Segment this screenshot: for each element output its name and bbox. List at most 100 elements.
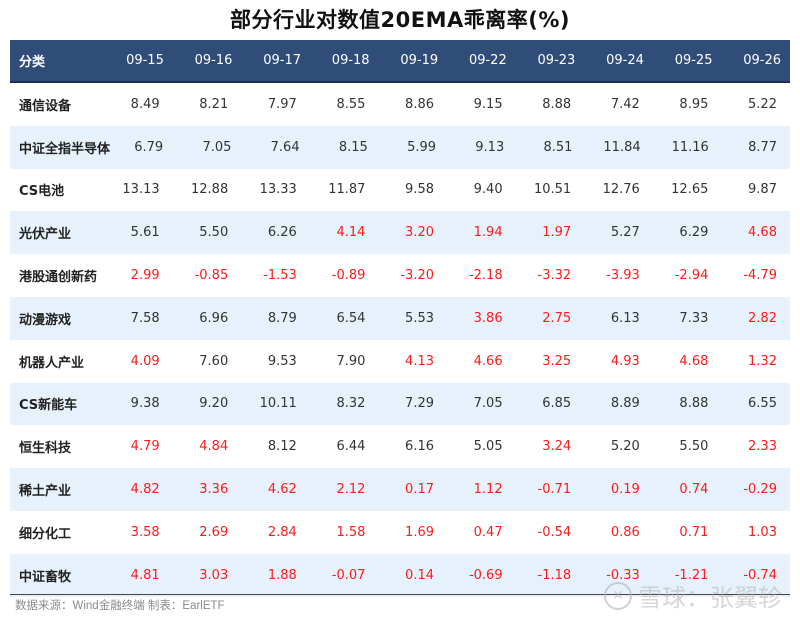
header-date: 09-15 (126, 53, 164, 68)
table-row: 通信设备 8.49 8.21 7.97 8.55 8.86 9.15 8.88 7.42 8.95… (10, 83, 790, 126)
table-body: 通信设备 8.49 8.21 7.97 8.55 8.86 9.15 8.88 7.42 8.95… (10, 83, 790, 597)
value-cell: 0.74 (679, 482, 709, 498)
value-cell: 2.12 (336, 482, 366, 498)
value-cell: 5.99 (407, 139, 437, 155)
value-cell: 0.14 (405, 567, 434, 583)
table-bottom-rule (10, 594, 790, 595)
header-date: 09-25 (674, 53, 713, 68)
value-cell: -0.71 (537, 482, 572, 498)
value-cell: 4.68 (748, 225, 777, 241)
value-cell: -0.74 (743, 567, 777, 583)
value-cell: 6.13 (610, 310, 640, 326)
value-cell: 10.11 (259, 396, 297, 412)
header-date: 09-16 (194, 53, 233, 68)
value-cell: -3.20 (400, 268, 434, 284)
value-cell: 3.58 (130, 524, 160, 540)
value-cell: 9.40 (473, 182, 503, 198)
value-cell: -3.93 (606, 268, 640, 284)
value-cell: 4.84 (199, 439, 229, 455)
value-cell: 4.14 (336, 225, 366, 241)
row-category: CS新能车 (19, 398, 78, 414)
table-row: 稀土产业 4.82 3.36 4.62 2.12 0.17 1.12 -0.71 0.19 0.7… (10, 468, 790, 511)
value-cell: 1.58 (336, 524, 366, 540)
chart-title: 部分行业对数值20EMA乖离率(%) (230, 8, 570, 32)
value-cell: 8.51 (543, 139, 573, 155)
value-cell: 13.13 (122, 182, 160, 198)
table-row: 细分化工 3.58 2.69 2.84 1.58 1.69 0.47 -0.54 0.86 0.7… (10, 511, 790, 554)
value-cell: -4.79 (743, 268, 777, 284)
watermark: ✕ 雪球：张翼轸 (604, 578, 782, 613)
value-cell: 6.85 (542, 396, 572, 412)
row-category: CS电池 (19, 184, 65, 200)
header-date: 09-22 (468, 53, 507, 68)
row-category: 中证全指半导体 (19, 141, 111, 157)
value-cell: 4.13 (405, 353, 434, 369)
header-date: 09-19 (400, 53, 439, 68)
watermark-text: 雪球：张翼轸 (638, 584, 782, 612)
value-cell: 5.53 (405, 310, 434, 326)
value-cell: 2.84 (267, 524, 297, 540)
value-cell: 9.38 (130, 396, 160, 412)
row-category: 动漫游戏 (19, 312, 72, 328)
value-cell: 1.12 (473, 482, 503, 498)
value-cell: -0.85 (194, 268, 229, 284)
header-date: 09-23 (537, 53, 576, 68)
value-cell: 6.29 (679, 225, 709, 241)
value-cell: -1.21 (674, 567, 709, 583)
table-row: CS新能车 9.38 9.20 10.11 8.32 7.29 7.05 6.85 8.89 8.… (10, 382, 790, 426)
value-cell: 7.05 (202, 139, 232, 155)
value-cell: 3.24 (542, 439, 572, 455)
value-cell: 8.95 (679, 96, 709, 112)
value-cell: 6.16 (405, 439, 434, 455)
value-cell: 2.33 (748, 439, 777, 455)
value-cell: 0.71 (679, 524, 709, 540)
value-cell: 9.53 (267, 353, 297, 369)
value-cell: 6.44 (336, 439, 366, 455)
value-cell: 8.32 (336, 396, 366, 412)
value-cell: 5.50 (679, 439, 709, 455)
value-cell: 3.03 (199, 567, 229, 583)
value-cell: 7.97 (267, 96, 297, 112)
value-cell: 8.21 (199, 96, 229, 112)
table-header: 分类 09-15 09-16 09-17 09-18 09-19 09-22 0… (10, 40, 790, 83)
value-cell: -2.18 (468, 268, 503, 284)
value-cell: -3.32 (537, 268, 572, 284)
source-note: 数据来源：Wind金融终端 制表：EarlETF (15, 600, 225, 612)
value-cell: 5.27 (610, 225, 640, 241)
value-cell: 1.94 (473, 225, 503, 241)
value-cell: 5.50 (199, 225, 229, 241)
value-cell: 8.55 (336, 96, 366, 112)
value-cell: 8.49 (130, 96, 160, 112)
snowball-logo-icon: ✕ (604, 581, 632, 610)
value-cell: 1.69 (405, 524, 434, 540)
value-cell: 12.65 (671, 182, 709, 198)
value-cell: 8.15 (338, 139, 368, 155)
table-row: 中证全指半导体 6.79 7.05 7.64 8.15 5.99 9.13 8.51 11.84… (10, 125, 790, 169)
value-cell: 8.79 (267, 310, 297, 326)
row-category: 细分化工 (19, 526, 72, 542)
value-cell: -2.94 (674, 268, 709, 284)
value-cell: 7.58 (130, 310, 160, 326)
table-row: 恒生科技 4.79 4.84 8.12 6.44 6.16 5.05 3.24 5.20 5.50… (10, 425, 790, 468)
value-cell: 5.05 (473, 439, 503, 455)
value-cell: 6.26 (267, 225, 297, 241)
table-row: 港股通创新药 2.99 -0.85 -1.53 -0.89 -3.20 -2.18 -3.32… (10, 254, 790, 297)
value-cell: -0.54 (537, 524, 572, 540)
value-cell: 3.36 (199, 482, 229, 498)
value-cell: -1.18 (537, 567, 572, 583)
value-cell: 8.86 (405, 96, 434, 112)
value-cell: 5.22 (748, 96, 777, 112)
value-cell: 0.86 (610, 524, 640, 540)
value-cell: 8.89 (610, 396, 640, 412)
value-cell: 12.76 (602, 182, 640, 198)
value-cell: 1.32 (748, 353, 777, 369)
value-cell: 2.99 (130, 268, 160, 284)
value-cell: 8.88 (542, 96, 572, 112)
value-cell: -0.89 (331, 268, 366, 284)
value-cell: 4.79 (130, 439, 160, 455)
value-cell: 13.33 (259, 182, 297, 198)
value-cell: 6.55 (748, 396, 777, 412)
value-cell: 9.87 (748, 182, 777, 198)
value-cell: 7.05 (473, 396, 503, 412)
value-cell: 9.20 (199, 396, 229, 412)
